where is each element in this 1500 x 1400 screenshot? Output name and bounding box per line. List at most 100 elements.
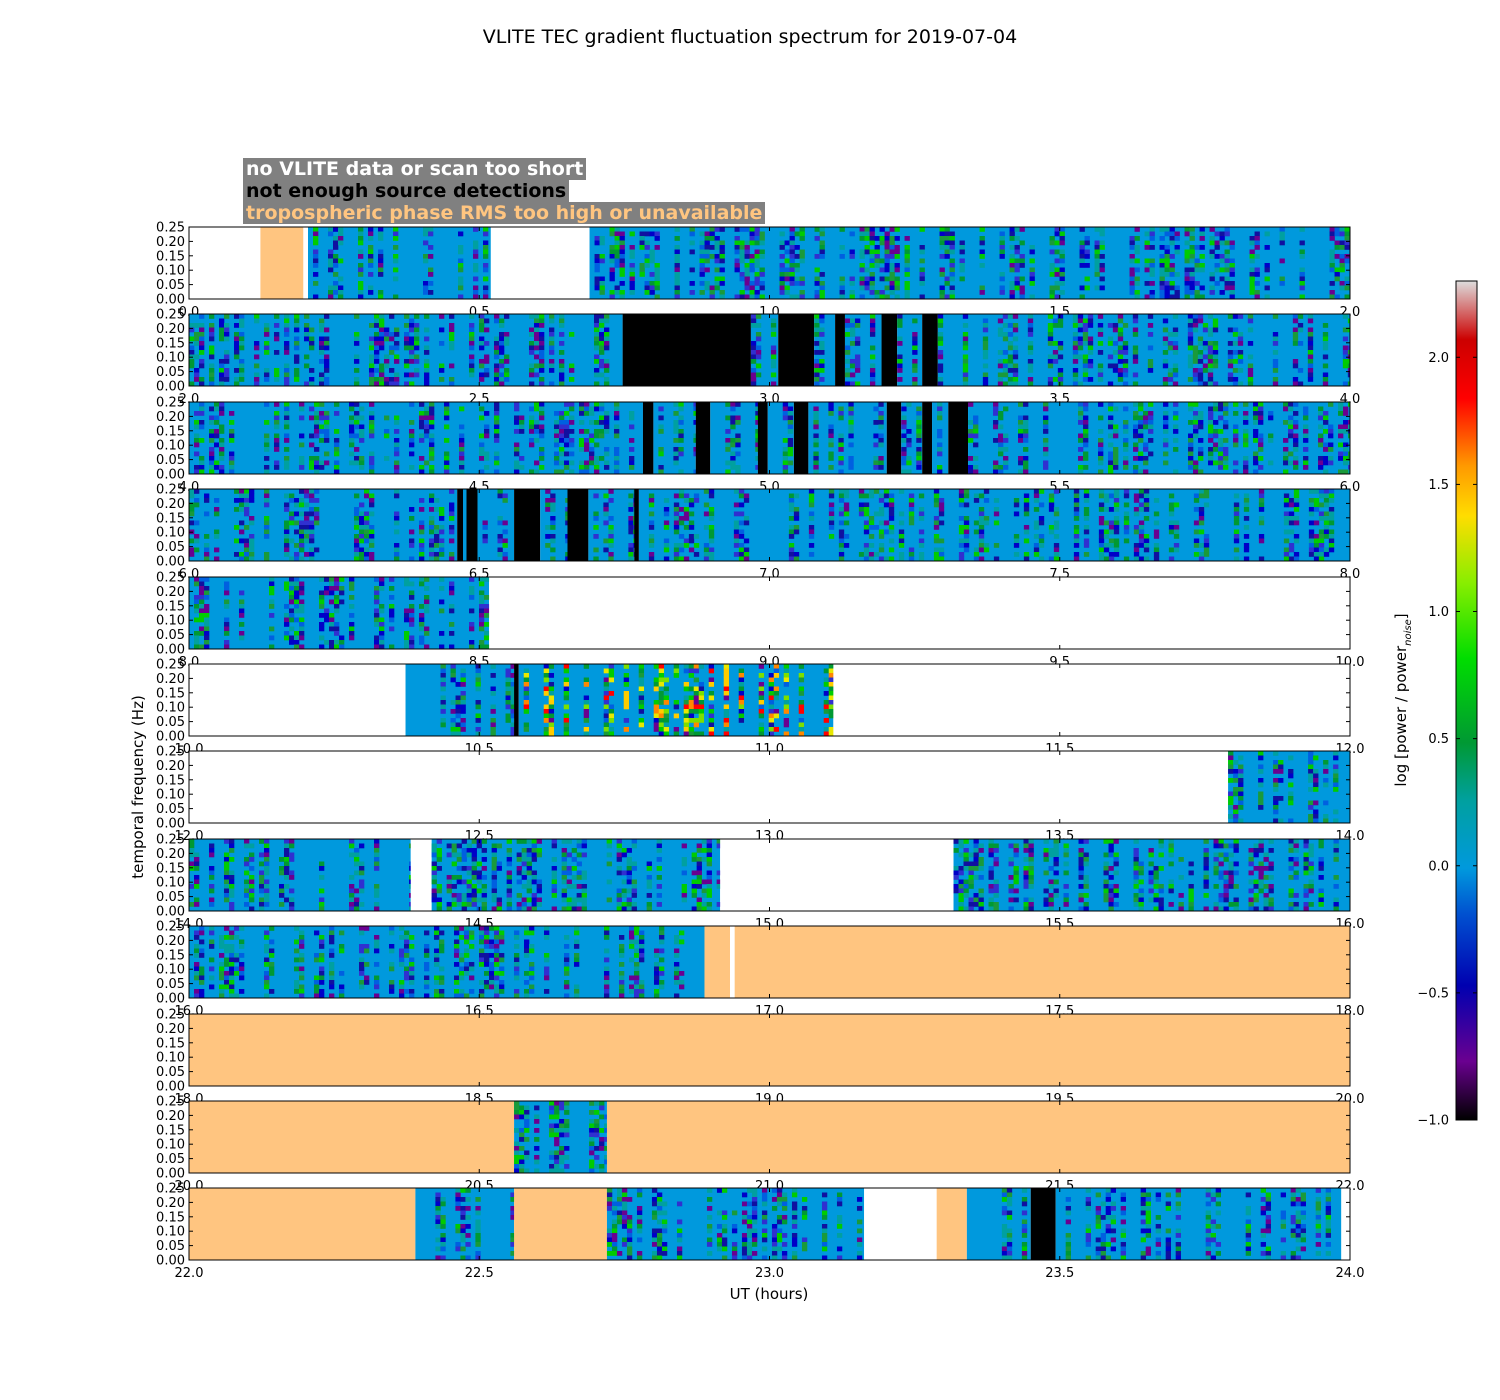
spectrum-cell xyxy=(714,276,720,282)
spectrum-cell xyxy=(264,516,270,521)
spectrum-cell xyxy=(199,456,205,461)
spectrum-cell xyxy=(749,267,755,273)
spectrum-cell xyxy=(354,547,360,553)
spectrum-cell xyxy=(708,668,715,674)
spectrum-cell xyxy=(1072,314,1079,319)
spectrum-cell xyxy=(1027,377,1034,382)
segment-no-data xyxy=(303,227,309,299)
spectrum-cell xyxy=(469,577,475,582)
spectrum-cell xyxy=(354,377,360,382)
spectrum-cell xyxy=(1113,429,1119,434)
spectrum-cell xyxy=(614,240,620,246)
spectrum-cell xyxy=(916,465,922,470)
spectrum-cell xyxy=(374,359,380,364)
spectrum-cell xyxy=(549,363,555,369)
spectrum-cell xyxy=(384,381,390,387)
spectrum-cell xyxy=(1288,511,1295,517)
spectrum-cell xyxy=(424,631,430,636)
y-tick-label: 0.25 xyxy=(156,308,185,323)
spectrum-cell xyxy=(998,442,1004,448)
spectrum-cell xyxy=(334,608,340,614)
spectrum-cell xyxy=(1293,420,1299,425)
spectrum-cell xyxy=(1328,498,1335,503)
spectrum-cell xyxy=(394,341,400,346)
spectrum-cell xyxy=(735,402,741,407)
spectrum-cell xyxy=(709,245,715,250)
spectrum-cell xyxy=(949,249,955,255)
spectrum-cell xyxy=(324,617,330,623)
spectrum-cell xyxy=(594,254,600,259)
spectrum-cell xyxy=(828,406,834,412)
spectrum-cell xyxy=(939,267,945,273)
spectrum-cell xyxy=(1057,354,1064,360)
spectrum-cell xyxy=(414,359,420,364)
spectrum-cell xyxy=(219,447,225,452)
spectrum-cell xyxy=(369,345,375,351)
spectrum-cell xyxy=(334,577,340,582)
spectrum-cell xyxy=(1167,377,1174,382)
spectrum-cell xyxy=(254,363,260,369)
spectrum-cell xyxy=(693,534,700,539)
spectrum-cell xyxy=(968,429,974,434)
spectrum-cell xyxy=(603,727,610,732)
spectrum-cell xyxy=(219,451,225,457)
spectrum-cell xyxy=(678,402,684,407)
spectrum-cell xyxy=(849,281,855,286)
spectrum-cell xyxy=(738,673,745,678)
spectrum-cell xyxy=(334,604,340,609)
spectrum-cell xyxy=(1048,493,1055,499)
spectrum-cell xyxy=(653,704,660,710)
spectrum-cell xyxy=(1247,372,1254,378)
spectrum-cell xyxy=(1099,263,1105,268)
spectrum-cell xyxy=(1048,525,1055,530)
spectrum-cell xyxy=(609,272,615,277)
spectrum-cell xyxy=(663,695,670,701)
spectrum-cell xyxy=(723,673,730,678)
spectrum-cell xyxy=(1143,460,1149,466)
spectrum-cell xyxy=(324,336,330,342)
spectrum-cell xyxy=(1108,460,1114,466)
spectrum-cell xyxy=(1113,489,1120,494)
spectrum-cell xyxy=(1347,368,1351,373)
spectrum-cell xyxy=(755,354,762,360)
spectrum-cell xyxy=(1247,381,1254,387)
spectrum-cell xyxy=(1232,341,1239,346)
spectrum-cell xyxy=(814,254,820,259)
spectrum-cell xyxy=(603,511,609,517)
spectrum-cell xyxy=(1113,456,1119,461)
spectrum-cell xyxy=(548,682,555,687)
spectrum-cell xyxy=(1038,516,1045,521)
y-tick-label: 0.15 xyxy=(156,336,185,351)
spectrum-cell xyxy=(908,498,915,503)
spectrum-cell xyxy=(873,433,879,439)
spectrum-cell xyxy=(1172,327,1179,333)
spectrum-cell xyxy=(289,608,295,614)
spectrum-cell xyxy=(982,318,989,324)
spectrum-cell xyxy=(1029,294,1035,300)
spectrum-cell xyxy=(1293,447,1299,452)
spectrum-cell xyxy=(674,290,680,295)
spectrum-cell xyxy=(739,240,745,246)
spectrum-cell xyxy=(434,538,440,544)
spectrum-cell xyxy=(658,695,665,701)
spectrum-cell xyxy=(294,323,300,328)
spectrum-cell xyxy=(394,493,400,499)
spectrum-cell xyxy=(329,590,335,596)
spectrum-cell xyxy=(1018,429,1024,434)
spectrum-cell xyxy=(239,341,245,346)
spectrum-cell xyxy=(799,236,805,241)
spectrum-cell xyxy=(1208,424,1214,430)
spectrum-cell xyxy=(888,516,895,521)
spectrum-cell xyxy=(502,520,508,526)
spectrum-cell xyxy=(1138,420,1144,425)
spectrum-cell xyxy=(1027,368,1034,373)
spectrum-cell xyxy=(708,511,715,517)
spectrum-cell xyxy=(379,341,385,346)
spectrum-cell xyxy=(1057,377,1064,382)
spectrum-cell xyxy=(1023,498,1030,503)
spectrum-cell xyxy=(394,377,400,382)
spectrum-cell xyxy=(254,372,260,378)
spectrum-cell xyxy=(479,644,485,650)
spectrum-cell xyxy=(319,460,325,466)
spectrum-cell xyxy=(609,267,615,273)
